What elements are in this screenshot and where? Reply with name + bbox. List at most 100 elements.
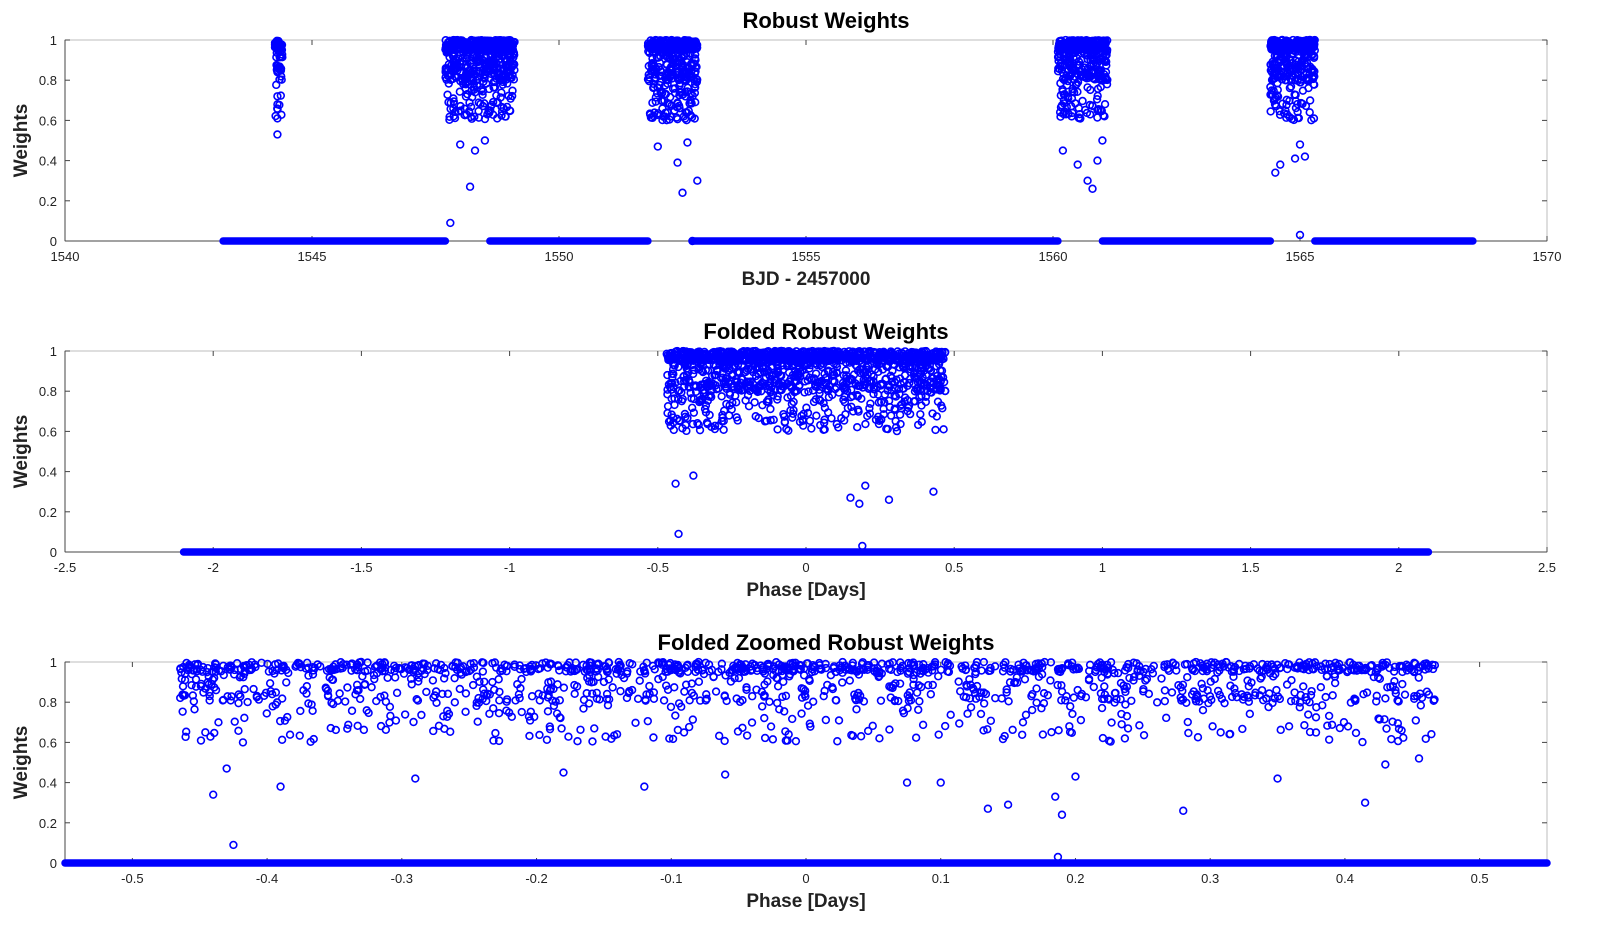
y-axis-label: Weights (11, 726, 32, 800)
data-point (692, 43, 702, 52)
x-tick-label: -0.4 (256, 871, 278, 886)
data-point (502, 66, 511, 75)
data-point (508, 39, 518, 49)
data-point (651, 97, 660, 106)
data-point (464, 42, 473, 52)
data-point (717, 392, 726, 401)
data-point (683, 44, 692, 53)
data-point (1296, 98, 1306, 108)
data-point (277, 75, 286, 84)
data-point (1058, 74, 1068, 84)
data-point (459, 41, 468, 51)
y-tick-label: 0.4 (39, 154, 57, 169)
data-point (646, 113, 656, 122)
data-point (657, 88, 667, 98)
data-point (732, 413, 741, 422)
y-tick-label: 0 (50, 856, 57, 871)
data-point (467, 86, 476, 95)
y-tick-label: 1 (50, 655, 57, 670)
data-point (1273, 85, 1282, 95)
data-point (1055, 36, 1064, 46)
data-point (687, 403, 697, 412)
data-point (891, 416, 900, 426)
data-point (450, 60, 460, 69)
data-point (276, 91, 286, 100)
data-point (496, 93, 505, 102)
y-tick-label: 0.8 (39, 73, 57, 88)
data-point (719, 406, 729, 415)
data-point (690, 114, 699, 123)
data-point (497, 102, 506, 112)
data-point (272, 53, 281, 62)
x-tick-label: 1560 (1039, 249, 1068, 264)
data-point (1270, 37, 1279, 46)
data-point (1088, 184, 1097, 193)
data-point (276, 40, 286, 49)
data-point (443, 90, 452, 99)
x-axis-label: Phase [Days] (746, 891, 865, 912)
data-point (472, 81, 482, 90)
x-tick-label: 0 (802, 560, 809, 575)
data-point (1079, 72, 1089, 82)
y-tick-label: 0.8 (39, 695, 57, 710)
data-point (1081, 105, 1090, 115)
data-point (653, 83, 662, 92)
data-point (508, 86, 517, 95)
data-point (488, 97, 498, 107)
data-point (1098, 52, 1107, 62)
data-point (485, 43, 495, 52)
data-point (1301, 42, 1310, 51)
y-tick-label: 0 (50, 234, 57, 249)
data-point (644, 61, 653, 71)
data-point (1083, 64, 1092, 73)
data-point (1309, 42, 1319, 51)
x-tick-label: -0.1 (660, 871, 682, 886)
x-tick-label: -1 (504, 560, 516, 575)
data-point (669, 58, 678, 67)
data-point (1062, 102, 1071, 112)
data-point (673, 43, 683, 53)
y-tick-label: 0.2 (39, 194, 57, 209)
y-tick-label: 0.8 (39, 384, 57, 399)
data-point (1075, 109, 1084, 119)
data-point (1065, 57, 1074, 66)
data-point (1096, 105, 1105, 114)
data-point (449, 112, 458, 121)
x-tick-label: 2 (1395, 560, 1402, 575)
data-point (466, 102, 476, 112)
data-point (917, 401, 926, 410)
data-point (667, 74, 677, 83)
data-point (694, 420, 703, 430)
data-point (1291, 103, 1301, 113)
data-point (492, 98, 502, 108)
data-point (1060, 107, 1069, 116)
data-point (1086, 85, 1095, 95)
data-point (480, 99, 489, 108)
data-point (501, 112, 510, 121)
data-point (1276, 160, 1285, 169)
data-point (1294, 113, 1304, 123)
data-point (1073, 160, 1082, 169)
data-point (1070, 75, 1079, 84)
data-point (1078, 96, 1087, 106)
data-point (1308, 37, 1317, 46)
data-point (644, 70, 653, 79)
data-point (670, 394, 679, 403)
data-point (273, 104, 282, 114)
data-point (668, 55, 678, 64)
data-point (1290, 38, 1300, 47)
x-tick-label: -1.5 (350, 560, 372, 575)
data-point (273, 114, 282, 123)
x-tick-label: 1545 (298, 249, 327, 264)
data-point (891, 392, 901, 401)
data-point (931, 425, 940, 435)
y-axis-label: Weights (11, 104, 32, 178)
data-point (780, 417, 790, 426)
data-point (1100, 99, 1110, 109)
data-point (655, 71, 664, 80)
data-point (658, 115, 667, 125)
x-tick-label: -0.2 (525, 871, 547, 886)
data-point (1281, 58, 1290, 67)
